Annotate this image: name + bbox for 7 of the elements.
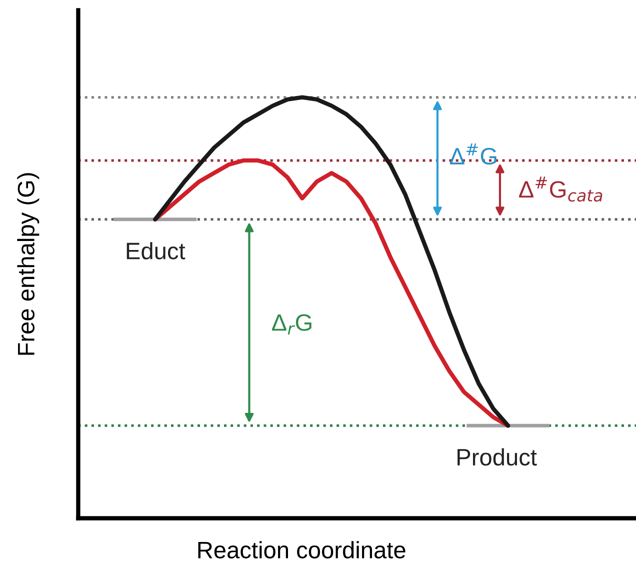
annotation: Δ$^{#}$G — [450, 143, 496, 165]
annotation: Δ$_{r}$G — [272, 314, 312, 335]
annotation: Educt — [126, 242, 186, 260]
text: Δ$^{#}$G$_{cata}$ — [519, 176, 602, 202]
y-axis-title: Free enthalpy (G) — [17, 173, 40, 355]
annotation: Product — [458, 448, 537, 466]
x-axis-title: Reaction coordinate — [198, 541, 406, 558]
